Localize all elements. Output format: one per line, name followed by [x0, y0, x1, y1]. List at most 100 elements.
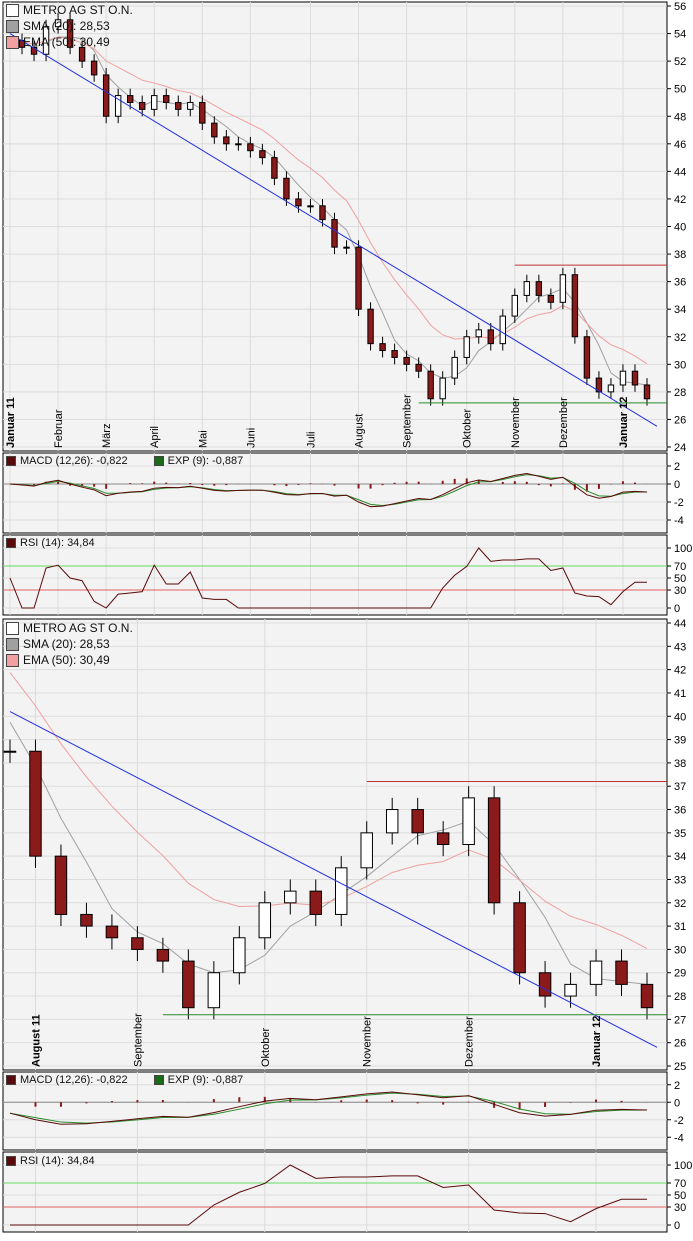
legend-ema-text: EMA (50): 30,49	[23, 653, 110, 667]
price-swatch	[6, 621, 19, 635]
macd-histogram-bar	[57, 481, 60, 484]
macd-histogram-bar	[333, 484, 336, 486]
x-tick-label: April	[149, 426, 161, 448]
y-tick-label: 36	[674, 805, 686, 817]
x-tick-label: Juni	[245, 428, 257, 448]
y-tick-label: 42	[674, 194, 686, 206]
candle	[156, 948, 170, 962]
candle	[463, 336, 470, 358]
panel-frame	[2, 534, 668, 616]
candle	[175, 101, 182, 110]
candle	[223, 136, 230, 145]
y-tick-label: 37	[674, 781, 686, 793]
y-tick-label: 41	[674, 688, 686, 700]
macd-line	[9, 473, 648, 508]
macd-histogram-bar	[213, 484, 216, 486]
macd-histogram-bar	[33, 484, 36, 485]
y-tick-label: 52	[674, 56, 686, 68]
macd-histogram-bar	[561, 483, 564, 484]
macd-swatch	[6, 1075, 16, 1085]
macd-histogram-bar	[201, 484, 204, 486]
y-tick-label: 0	[674, 479, 680, 491]
x-tick-label: Oktober	[462, 409, 474, 448]
candle	[283, 177, 290, 200]
sma-line	[9, 36, 648, 386]
candle	[513, 902, 526, 974]
macd-histogram-bar	[165, 482, 168, 484]
y-tick-label: 30	[674, 359, 686, 371]
macd-histogram-bar	[620, 1100, 623, 1103]
x-tick-label: Januar 12	[591, 1016, 603, 1067]
x-tick-label: Juli	[305, 431, 317, 448]
legend-macd-text: MACD (12,26): -0,822	[20, 1074, 128, 1086]
candle	[80, 913, 93, 927]
legend-sma-2: SMA (20): 28,53	[6, 637, 110, 651]
rsi-swatch	[6, 1156, 16, 1166]
exp-swatch	[153, 456, 164, 466]
candle	[462, 797, 475, 845]
macd-histogram-bar	[393, 482, 396, 484]
macd-histogram-bar	[59, 1102, 62, 1107]
y-tick-label: 50	[674, 573, 686, 585]
x-tick-label: Dezember	[558, 397, 570, 448]
price-swatch	[6, 3, 19, 17]
macd-histogram-bar	[441, 480, 444, 484]
legend-rsi-text: RSI (14): 34,84	[20, 537, 95, 549]
macd-histogram-bar	[263, 1096, 266, 1103]
y-tick-label: 38	[674, 758, 686, 770]
y-tick-label: 28	[674, 991, 686, 1003]
candle	[90, 60, 98, 76]
x-tick-label: November	[510, 397, 522, 448]
candle	[182, 960, 195, 1009]
macd-histogram-bar	[110, 1101, 113, 1103]
candle	[3, 750, 17, 753]
candle	[360, 832, 373, 869]
candle	[487, 797, 501, 904]
y-tick-label: 26	[674, 1038, 686, 1050]
candle	[259, 150, 266, 159]
legend-title-text: METRO AG ST O.N.	[23, 621, 133, 635]
candle	[411, 809, 424, 834]
candle	[538, 972, 552, 997]
y-tick-label: 2	[674, 461, 680, 473]
candle	[595, 377, 603, 393]
candle	[451, 356, 458, 379]
candle	[54, 855, 68, 915]
legend-ema-text: EMA (50): 30,49	[23, 35, 110, 49]
macd-histogram-bar	[273, 484, 276, 486]
legend-macd: MACD (12,26): -0,822 EXP (9): -0,887	[6, 455, 243, 467]
rsi-line	[9, 547, 647, 609]
candle	[631, 370, 639, 386]
macd-histogram-bar	[309, 483, 312, 484]
macd-histogram-bar	[544, 1102, 547, 1107]
candle	[403, 356, 410, 365]
candle	[547, 294, 555, 303]
candle	[284, 890, 297, 904]
y-tick-label: 32	[674, 332, 686, 344]
legend-exp-text: EXP (9): -0,887	[167, 455, 244, 467]
x-tick-label: Mai	[197, 430, 209, 448]
macd-histogram-bar	[621, 481, 624, 484]
y-tick-label: 2	[674, 1080, 680, 1092]
y-tick-label: 30	[674, 944, 686, 956]
candle	[607, 384, 615, 393]
macd-histogram-bar	[369, 484, 372, 489]
macd-histogram-bar	[549, 484, 552, 487]
x-tick-label: Januar 11	[5, 397, 17, 448]
y-tick-label: 35	[674, 828, 686, 840]
y-tick-label: 40	[674, 222, 686, 234]
candle	[615, 960, 628, 985]
ema-line	[9, 36, 648, 365]
x-tick-label: September	[132, 1013, 144, 1067]
trendline	[9, 711, 658, 1048]
candle	[475, 329, 482, 338]
macd-histogram-bar	[105, 484, 108, 489]
macd-histogram-bar	[493, 1102, 496, 1108]
legend-title-2: METRO AG ST O.N.	[6, 621, 133, 635]
y-tick-label: 56	[674, 1, 686, 13]
y-tick-label: 0	[674, 1097, 680, 1109]
y-tick-label: 38	[674, 249, 686, 261]
legend-sma-text: SMA (20): 28,53	[23, 19, 110, 33]
macd-histogram-bar	[595, 1099, 598, 1103]
legend-ema: EMA (50): 30,49	[6, 35, 110, 49]
